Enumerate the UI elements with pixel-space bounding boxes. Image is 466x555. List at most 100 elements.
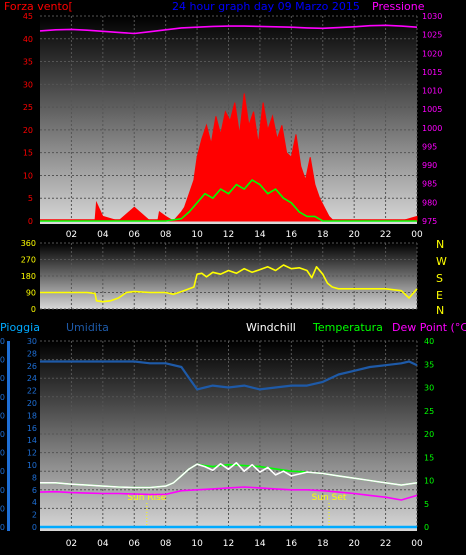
- wind-tick-label: 0: [28, 217, 33, 226]
- temperature-tick-label: 10: [424, 477, 434, 486]
- dew-point-series: [39, 486, 418, 501]
- humidity-tick-label: 10: [0, 504, 5, 513]
- humidity-tick-label: 50: [0, 430, 5, 439]
- x-tick-label: 10: [191, 230, 203, 240]
- temperature-tick-labels: 0 5 10 15 20 25 30 35 40: [424, 337, 434, 532]
- x-tick-label: 06: [129, 539, 141, 549]
- windchill-series: [40, 461, 418, 489]
- x-tick-label: 22: [380, 230, 391, 240]
- humidity-tick-label: 70: [0, 393, 5, 402]
- humidity-tick-label: 80: [0, 374, 5, 383]
- rain-tick-label: 8: [32, 473, 37, 482]
- x-tick-label: 20: [348, 230, 360, 240]
- rain-tick-label: 16: [27, 424, 37, 433]
- compass-label: S: [436, 272, 443, 285]
- humidity-tick-label: 30: [0, 467, 5, 476]
- pressure-tick-label: 1025: [422, 31, 442, 40]
- temperature-humidity-panel: 0102030405060708090100 02468101214161820…: [0, 321, 466, 549]
- x-tick-label: 14: [254, 539, 266, 549]
- wind-tick-label: 5: [28, 194, 33, 203]
- pressure-tick-label: 980: [422, 198, 437, 207]
- temperature-label: Temperatura: [312, 321, 383, 334]
- humidity-tick-label: 60: [0, 411, 5, 420]
- temperature-tick-label: 35: [424, 360, 434, 369]
- direction-tick-labels: 0 90 180 270 360: [21, 239, 36, 314]
- x-tick-label: 04: [97, 230, 109, 240]
- rain-axis-label: Pioggia: [0, 321, 40, 334]
- x-tick-label: 10: [191, 539, 203, 549]
- direction-tick-label: 270: [21, 256, 36, 265]
- temperature-tick-label: 40: [424, 337, 434, 346]
- pressure-tick-label: 1010: [422, 87, 442, 96]
- x-tick-label: 16: [286, 230, 298, 240]
- rain-tick-label: 6: [32, 486, 37, 495]
- pressure-tick-label: 975: [422, 217, 437, 226]
- wind-tick-label: 20: [23, 126, 33, 135]
- temperature-tick-label: 25: [424, 407, 434, 416]
- pressure-tick-label: 985: [422, 180, 437, 189]
- rain-tick-label: 22: [27, 387, 37, 396]
- direction-tick-label: 0: [31, 305, 36, 314]
- compass-label: N: [436, 238, 444, 251]
- wind-x-tick-labels: 02 04 06 08 10 12 14 16 18 20 22 00: [66, 230, 423, 240]
- pressure-series: [39, 24, 418, 35]
- rain-axis-bar: [7, 341, 10, 531]
- humidity-tick-label: 0: [0, 523, 5, 532]
- humidity-label: Umidita: [66, 321, 109, 334]
- x-tick-label: 12: [223, 230, 234, 240]
- wind-axis-label: Forza vento[: [4, 0, 73, 13]
- sun-marker-label: Sun Rise: [127, 493, 166, 503]
- sun-annotations: Sun Rise Sun Set: [127, 493, 347, 527]
- x-tick-label: 00: [411, 230, 423, 240]
- compass-label: E: [436, 289, 443, 302]
- rain-tick-label: 10: [27, 461, 37, 470]
- rain-tick-label: 28: [27, 349, 37, 358]
- wind-tick-label: 10: [23, 171, 33, 180]
- pressure-tick-label: 995: [422, 142, 437, 151]
- x-tick-label: 02: [66, 230, 77, 240]
- windchill-label: Windchill: [246, 321, 296, 334]
- compass-label: N: [436, 304, 444, 317]
- x-tick-label: 22: [380, 539, 391, 549]
- direction-series: [40, 264, 418, 303]
- temp-plot-area: [40, 341, 417, 531]
- chart-title: 24 hour graph day 09 Marzo 2015: [172, 0, 360, 13]
- wind-tick-label: 45: [23, 12, 33, 21]
- direction-tick-label: 180: [21, 272, 36, 281]
- x-tick-label: 18: [317, 230, 329, 240]
- humidity-tick-label: 20: [0, 486, 5, 495]
- x-tick-label: 14: [254, 230, 266, 240]
- pressure-tick-label: 1020: [422, 49, 442, 58]
- temperature-tick-label: 15: [424, 453, 434, 462]
- x-tick-label: 04: [97, 539, 109, 549]
- umidita-series: [40, 360, 418, 391]
- x-tick-label: 08: [160, 230, 172, 240]
- x-tick-label: 08: [160, 539, 172, 549]
- temperature-tick-label: 30: [424, 384, 434, 393]
- rain-tick-label: 0: [32, 523, 37, 532]
- sun-marker-label: Sun Set: [312, 493, 347, 503]
- humidity-tick-label: 100: [0, 337, 5, 346]
- pressure-tick-label: 990: [422, 161, 437, 170]
- pressure-tick-label: 1015: [422, 68, 442, 77]
- temperature-tick-label: 20: [424, 430, 434, 439]
- x-tick-label: 12: [223, 539, 234, 549]
- wind-tick-label: 30: [23, 80, 33, 89]
- x-tick-label: 16: [286, 539, 298, 549]
- temp-x-tick-labels: 02 04 06 08 10 12 14 16 18 20 22 00: [66, 539, 423, 549]
- rain-tick-label: 24: [27, 374, 37, 383]
- rain-tick-label: 2: [32, 511, 37, 520]
- humidity-tick-label: 40: [0, 449, 5, 458]
- wind-tick-label: 35: [23, 58, 33, 67]
- direction-tick-label: 90: [26, 289, 36, 298]
- pressure-tick-label: 1005: [422, 105, 442, 114]
- rain-tick-label: 18: [27, 411, 37, 420]
- direction-grid: [40, 242, 418, 310]
- wind-pressure-series: [39, 24, 418, 222]
- humidity-tick-labels: 0 10 20 30 40 50 60 70 80 90 100: [0, 337, 5, 532]
- average-wind-series: [40, 179, 417, 222]
